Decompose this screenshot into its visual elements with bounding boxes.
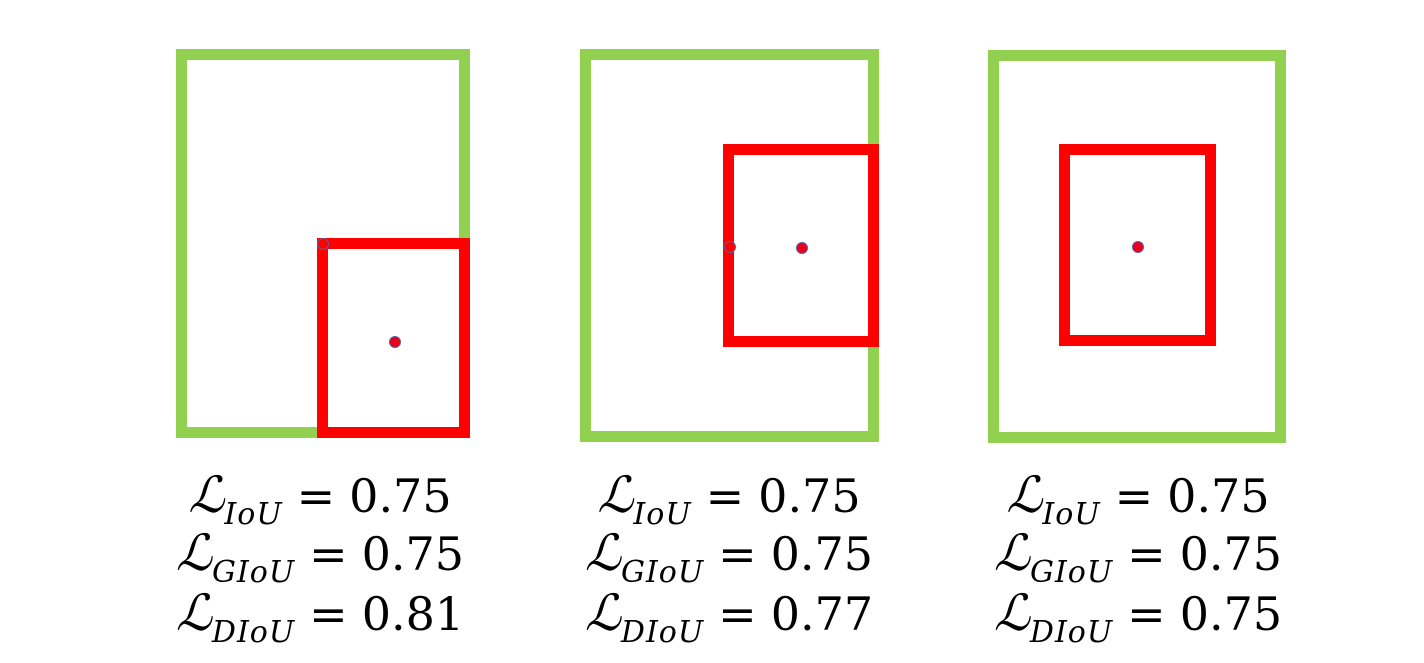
formula-giou: ℒGIoU = 0.75 — [175, 524, 465, 590]
ground-truth-center-dot — [724, 241, 736, 253]
ground-truth-center-dot — [317, 238, 329, 250]
predicted-center-dot — [389, 336, 401, 348]
formula-iou: ℒIoU = 0.75 — [597, 466, 861, 532]
predicted-center-dot — [796, 242, 808, 254]
formula-iou: ℒIoU = 0.75 — [188, 466, 452, 532]
predicted-box — [1059, 144, 1216, 346]
center-dot — [1132, 241, 1144, 253]
panel-2: ℒIoU = 0.75 ℒGIoU = 0.75 ℒDIoU = 0.77 — [549, 0, 909, 650]
formula-iou: ℒIoU = 0.75 — [1006, 466, 1270, 532]
formula-diou: ℒDIoU = 0.81 — [175, 584, 465, 650]
formula-diou: ℒDIoU = 0.75 — [993, 584, 1283, 650]
formula-giou: ℒGIoU = 0.75 — [584, 524, 874, 590]
predicted-box — [317, 238, 470, 438]
ground-truth-box — [988, 50, 1286, 443]
formula-giou: ℒGIoU = 0.75 — [993, 524, 1283, 590]
formula-diou: ℒDIoU = 0.77 — [584, 584, 874, 650]
panel-3: ℒIoU = 0.75 ℒGIoU = 0.75 ℒDIoU = 0.75 — [958, 0, 1318, 650]
panel-1: ℒIoU = 0.75 ℒGIoU = 0.75 ℒDIoU = 0.81 — [140, 0, 500, 650]
